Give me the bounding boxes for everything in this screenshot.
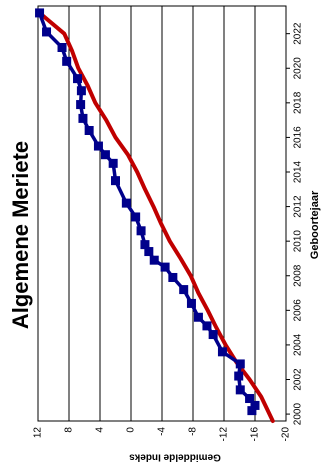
- data-point: [245, 394, 255, 404]
- data-point: [160, 262, 170, 272]
- data-point: [140, 240, 150, 250]
- chart-title-box: Algemene Meriete: [1, 120, 41, 350]
- data-point: [144, 247, 154, 257]
- data-point: [235, 359, 245, 369]
- data-point: [234, 371, 244, 381]
- data-point: [168, 272, 178, 282]
- data-point: [193, 312, 203, 322]
- data-point: [62, 56, 72, 66]
- x-tick-label: 2016: [293, 126, 304, 149]
- x-tick-label: 2002: [293, 368, 304, 391]
- y-tick-label: -4: [157, 427, 168, 436]
- y-tick-label: 8: [64, 427, 75, 433]
- data-point: [76, 100, 86, 110]
- data-point: [179, 285, 189, 295]
- data-point: [35, 8, 45, 18]
- data-point: [93, 141, 103, 151]
- data-point: [136, 226, 146, 236]
- data-point: [42, 27, 52, 37]
- data-point: [131, 212, 141, 222]
- data-point: [84, 126, 94, 135]
- y-axis-label: Gemiddelde Indeks: [129, 451, 221, 463]
- data-point: [202, 321, 212, 331]
- x-tick-label: 2010: [293, 230, 304, 253]
- x-tick-label: 2008: [293, 264, 304, 287]
- chart-title: Algemene Meriete: [8, 140, 33, 330]
- x-tick-label: 2006: [293, 299, 304, 322]
- x-axis-label-box: Geboortejaar: [305, 150, 325, 300]
- data-point: [76, 86, 86, 96]
- y-tick-label: 0: [126, 427, 137, 433]
- x-tick-label: 2020: [293, 57, 304, 80]
- data-point: [217, 347, 227, 357]
- data-point: [78, 113, 88, 123]
- x-tick-label: 2014: [293, 160, 304, 183]
- data-point: [247, 406, 257, 416]
- data-point: [100, 150, 110, 160]
- y-tick-label: 12: [33, 427, 44, 439]
- trend-line: [37, 10, 275, 423]
- data-point: [149, 255, 159, 265]
- y-tick-label: 4: [95, 427, 106, 433]
- data-point: [121, 198, 131, 208]
- data-point: [250, 400, 260, 410]
- x-tick-label: 2000: [293, 403, 304, 426]
- x-tick-label: 2012: [293, 195, 304, 218]
- y-tick-label: -16: [250, 427, 261, 442]
- y-tick-label: -8: [188, 427, 199, 436]
- data-point: [57, 43, 67, 52]
- data-point: [186, 298, 196, 308]
- y-tick-label: -12: [219, 427, 230, 442]
- x-axis-label: Geboortejaar: [309, 190, 321, 260]
- x-tick-label: 2004: [293, 333, 304, 356]
- y-tick-label: -20: [281, 427, 292, 442]
- data-point: [235, 385, 245, 395]
- data-point: [111, 176, 120, 186]
- x-tick-label: 2018: [293, 91, 304, 114]
- y-axis-label-box: Gemiddelde Indeks: [60, 447, 290, 467]
- x-tick-label: 2022: [293, 22, 304, 45]
- data-point: [73, 74, 83, 84]
- data-point: [208, 330, 218, 340]
- data-point: [108, 158, 118, 168]
